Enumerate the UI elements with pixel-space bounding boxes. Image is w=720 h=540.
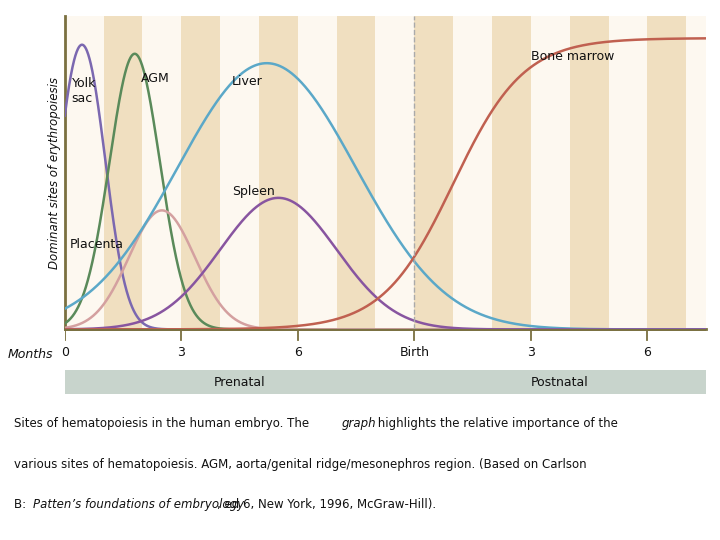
Text: various sites of hematopoiesis. AGM, aorta/genital ridge/mesonephros region. (Ba: various sites of hematopoiesis. AGM, aor… [14,457,587,470]
Bar [492,16,531,329]
Bar [337,16,376,329]
Text: Yolk
sac: Yolk sac [72,77,96,105]
Text: AGM: AGM [140,72,169,85]
Bar [414,370,706,394]
Bar [104,16,143,329]
Text: , ed 6, New York, 1996, McGraw-Hill).: , ed 6, New York, 1996, McGraw-Hill). [217,498,436,511]
Text: B:: B: [14,498,30,511]
Text: 3: 3 [177,346,185,359]
Bar [259,16,298,329]
Text: 3: 3 [527,346,535,359]
Text: Prenatal: Prenatal [214,375,266,389]
Text: Liver: Liver [232,76,263,89]
Text: 0: 0 [60,346,69,359]
Text: Bone marrow: Bone marrow [531,50,614,63]
Text: Months: Months [8,348,53,361]
Bar [414,16,453,329]
Bar [181,16,220,329]
Text: Postnatal: Postnatal [531,375,589,389]
Bar [647,16,686,329]
Bar [570,16,608,329]
Text: highlights the relative importance of the: highlights the relative importance of th… [374,417,618,430]
Text: Spleen: Spleen [232,185,274,198]
Text: 6: 6 [294,346,302,359]
Text: Patten’s foundations of embryology: Patten’s foundations of embryology [33,498,244,511]
Y-axis label: Dominant sites of erythropoiesis: Dominant sites of erythropoiesis [48,77,60,269]
Text: Placenta: Placenta [69,238,123,251]
Text: 6: 6 [644,346,652,359]
Text: graph: graph [341,417,376,430]
Text: Sites of hematopoiesis in the human embryo. The: Sites of hematopoiesis in the human embr… [14,417,313,430]
Text: Birth: Birth [400,346,429,359]
Bar [65,370,414,394]
